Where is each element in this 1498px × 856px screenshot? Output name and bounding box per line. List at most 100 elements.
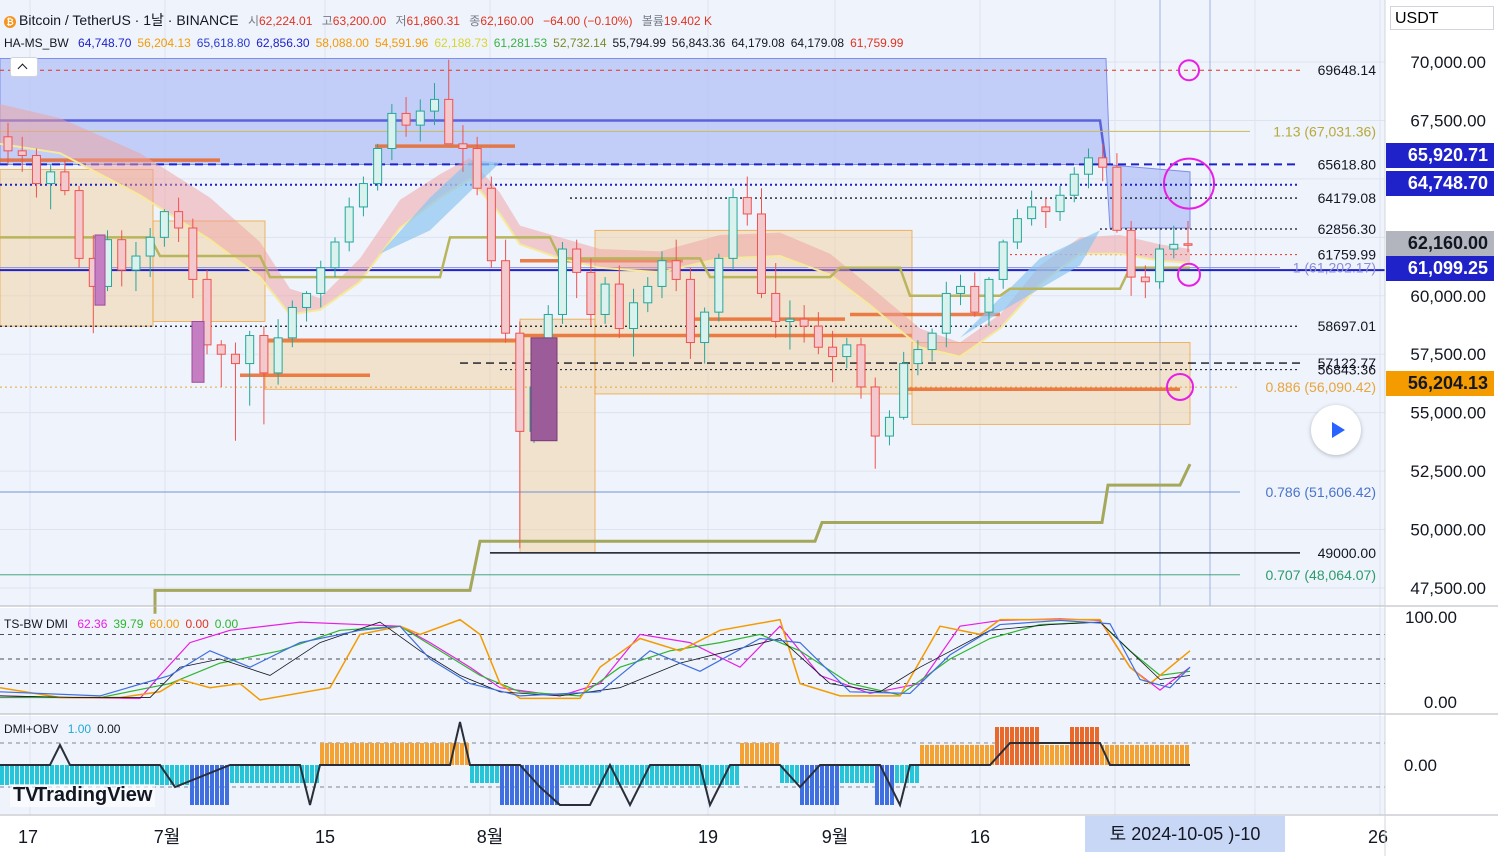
bull-cloud: [960, 230, 1100, 338]
obv-bar: [80, 765, 84, 785]
obv-bar: [1060, 745, 1064, 765]
candle-body: [941, 292, 951, 334]
obv-bar: [1155, 745, 1159, 765]
level-label: 65618.80: [1318, 156, 1377, 172]
obv-bar: [575, 765, 579, 785]
obv-bar: [475, 765, 479, 783]
ts-bw-dmi-legend[interactable]: TS-BW DMI 62.36 39.79 60.00 0.00 0.00: [4, 617, 244, 631]
candle-body: [714, 257, 724, 313]
obv-bar: [630, 765, 634, 785]
tradingview-logo[interactable]: TVTradingView: [10, 784, 156, 807]
obv-bar: [420, 743, 424, 765]
obv-bar: [1180, 745, 1184, 765]
indicator-name[interactable]: TS-BW DMI: [4, 617, 68, 631]
obv-bar: [1025, 727, 1029, 765]
obv-bar: [730, 765, 734, 785]
obv-bar: [200, 765, 204, 805]
logo-text: TradingView: [35, 784, 153, 806]
obv-bar: [195, 765, 199, 805]
indicator-value: 65,618.80: [196, 36, 251, 50]
obv-bar: [425, 743, 429, 765]
dmi-line: [0, 621, 1191, 699]
candle-body: [259, 335, 269, 374]
open-value: 62,224.01: [258, 14, 313, 28]
obv-bar: [670, 765, 674, 785]
candle-body: [984, 278, 994, 313]
candle-body: [657, 260, 667, 287]
level-label: 0.886 (56,090.42): [1265, 379, 1376, 395]
indicator-value: 1.00: [67, 722, 92, 736]
price-tag: 62,160.00: [1386, 231, 1494, 257]
candle-body: [515, 332, 525, 432]
currency-selector[interactable]: USDT: [1390, 6, 1494, 30]
candle-body: [174, 211, 184, 229]
candle-body: [444, 98, 454, 145]
collapse-button[interactable]: [10, 57, 38, 77]
obv-bar: [1130, 745, 1134, 765]
indicator-name[interactable]: HA-MS_BW: [4, 36, 69, 50]
indicator-name[interactable]: DMI+OBV: [4, 722, 59, 736]
obv-bar: [655, 765, 659, 785]
trend-step-line: [153, 463, 1192, 614]
candle-body: [415, 110, 425, 126]
obv-bar: [855, 765, 859, 783]
candle-body: [145, 236, 155, 257]
obv-bar: [370, 743, 374, 765]
obv-bar: [1185, 745, 1189, 765]
ha-ms-legend[interactable]: HA-MS_BW 64,748.70 56,204.13 65,618.80 62,8…: [4, 36, 909, 50]
obv-bar: [1030, 727, 1034, 765]
obv-bar: [665, 765, 669, 785]
obv-bar: [640, 765, 644, 785]
obv-bar: [1135, 745, 1139, 765]
obv-bar: [5, 765, 9, 785]
obv-bar: [480, 765, 484, 783]
symbol-title[interactable]: Bitcoin / TetherUS · 1날 · BINANCE: [19, 12, 239, 28]
time-axis-label: 7월: [154, 827, 181, 847]
dmi-axis-label: 100.00: [1405, 608, 1457, 627]
obv-bar: [90, 765, 94, 785]
obv-bar: [505, 765, 509, 805]
obv-bar: [495, 765, 499, 783]
candle-body: [586, 271, 596, 315]
time-axis-label: 17: [18, 827, 38, 847]
indicator-value: 62,856.30: [256, 36, 310, 50]
logo-mark: TV: [13, 784, 39, 806]
obv-bar: [85, 765, 89, 785]
date-value: 2024-10-05: [1131, 824, 1224, 844]
obv-bar: [1035, 727, 1039, 765]
obv-bar: [725, 765, 729, 785]
obv-bar: [445, 743, 449, 765]
obv-bar: [120, 765, 124, 785]
obv-bar: [925, 745, 929, 765]
obv-bar: [400, 743, 404, 765]
obv-bar: [555, 765, 559, 805]
obv-bar: [30, 765, 34, 785]
play-button[interactable]: [1311, 405, 1361, 455]
price-axis-label: 67,500.00: [1410, 111, 1486, 130]
dmi-obv-legend[interactable]: DMI+OBV 1.00 0.00: [4, 722, 126, 736]
indicator-value: 0.00: [185, 617, 209, 631]
obv-bar: [900, 765, 904, 783]
candle-body: [572, 248, 582, 273]
candle-body: [1140, 276, 1150, 283]
obv-bar: [105, 765, 109, 785]
obv-bar: [850, 765, 854, 783]
obv-bar: [1175, 745, 1179, 765]
obv-bar: [675, 765, 679, 785]
obv-bar: [595, 765, 599, 785]
obv-bar: [280, 765, 284, 783]
obv-bar: [615, 765, 619, 785]
candle-body: [671, 260, 681, 280]
obv-bar: [225, 765, 229, 805]
obv-bar: [690, 765, 694, 785]
candle-body: [785, 318, 795, 322]
candle-body: [1027, 206, 1037, 220]
indicator-value: 64,179.08: [731, 36, 785, 50]
obv-bar: [360, 743, 364, 765]
purple-candle: [94, 234, 106, 306]
obv-bar: [510, 765, 514, 805]
obv-bar: [350, 743, 354, 765]
candle-body: [74, 190, 84, 259]
obv-bar: [895, 765, 899, 783]
